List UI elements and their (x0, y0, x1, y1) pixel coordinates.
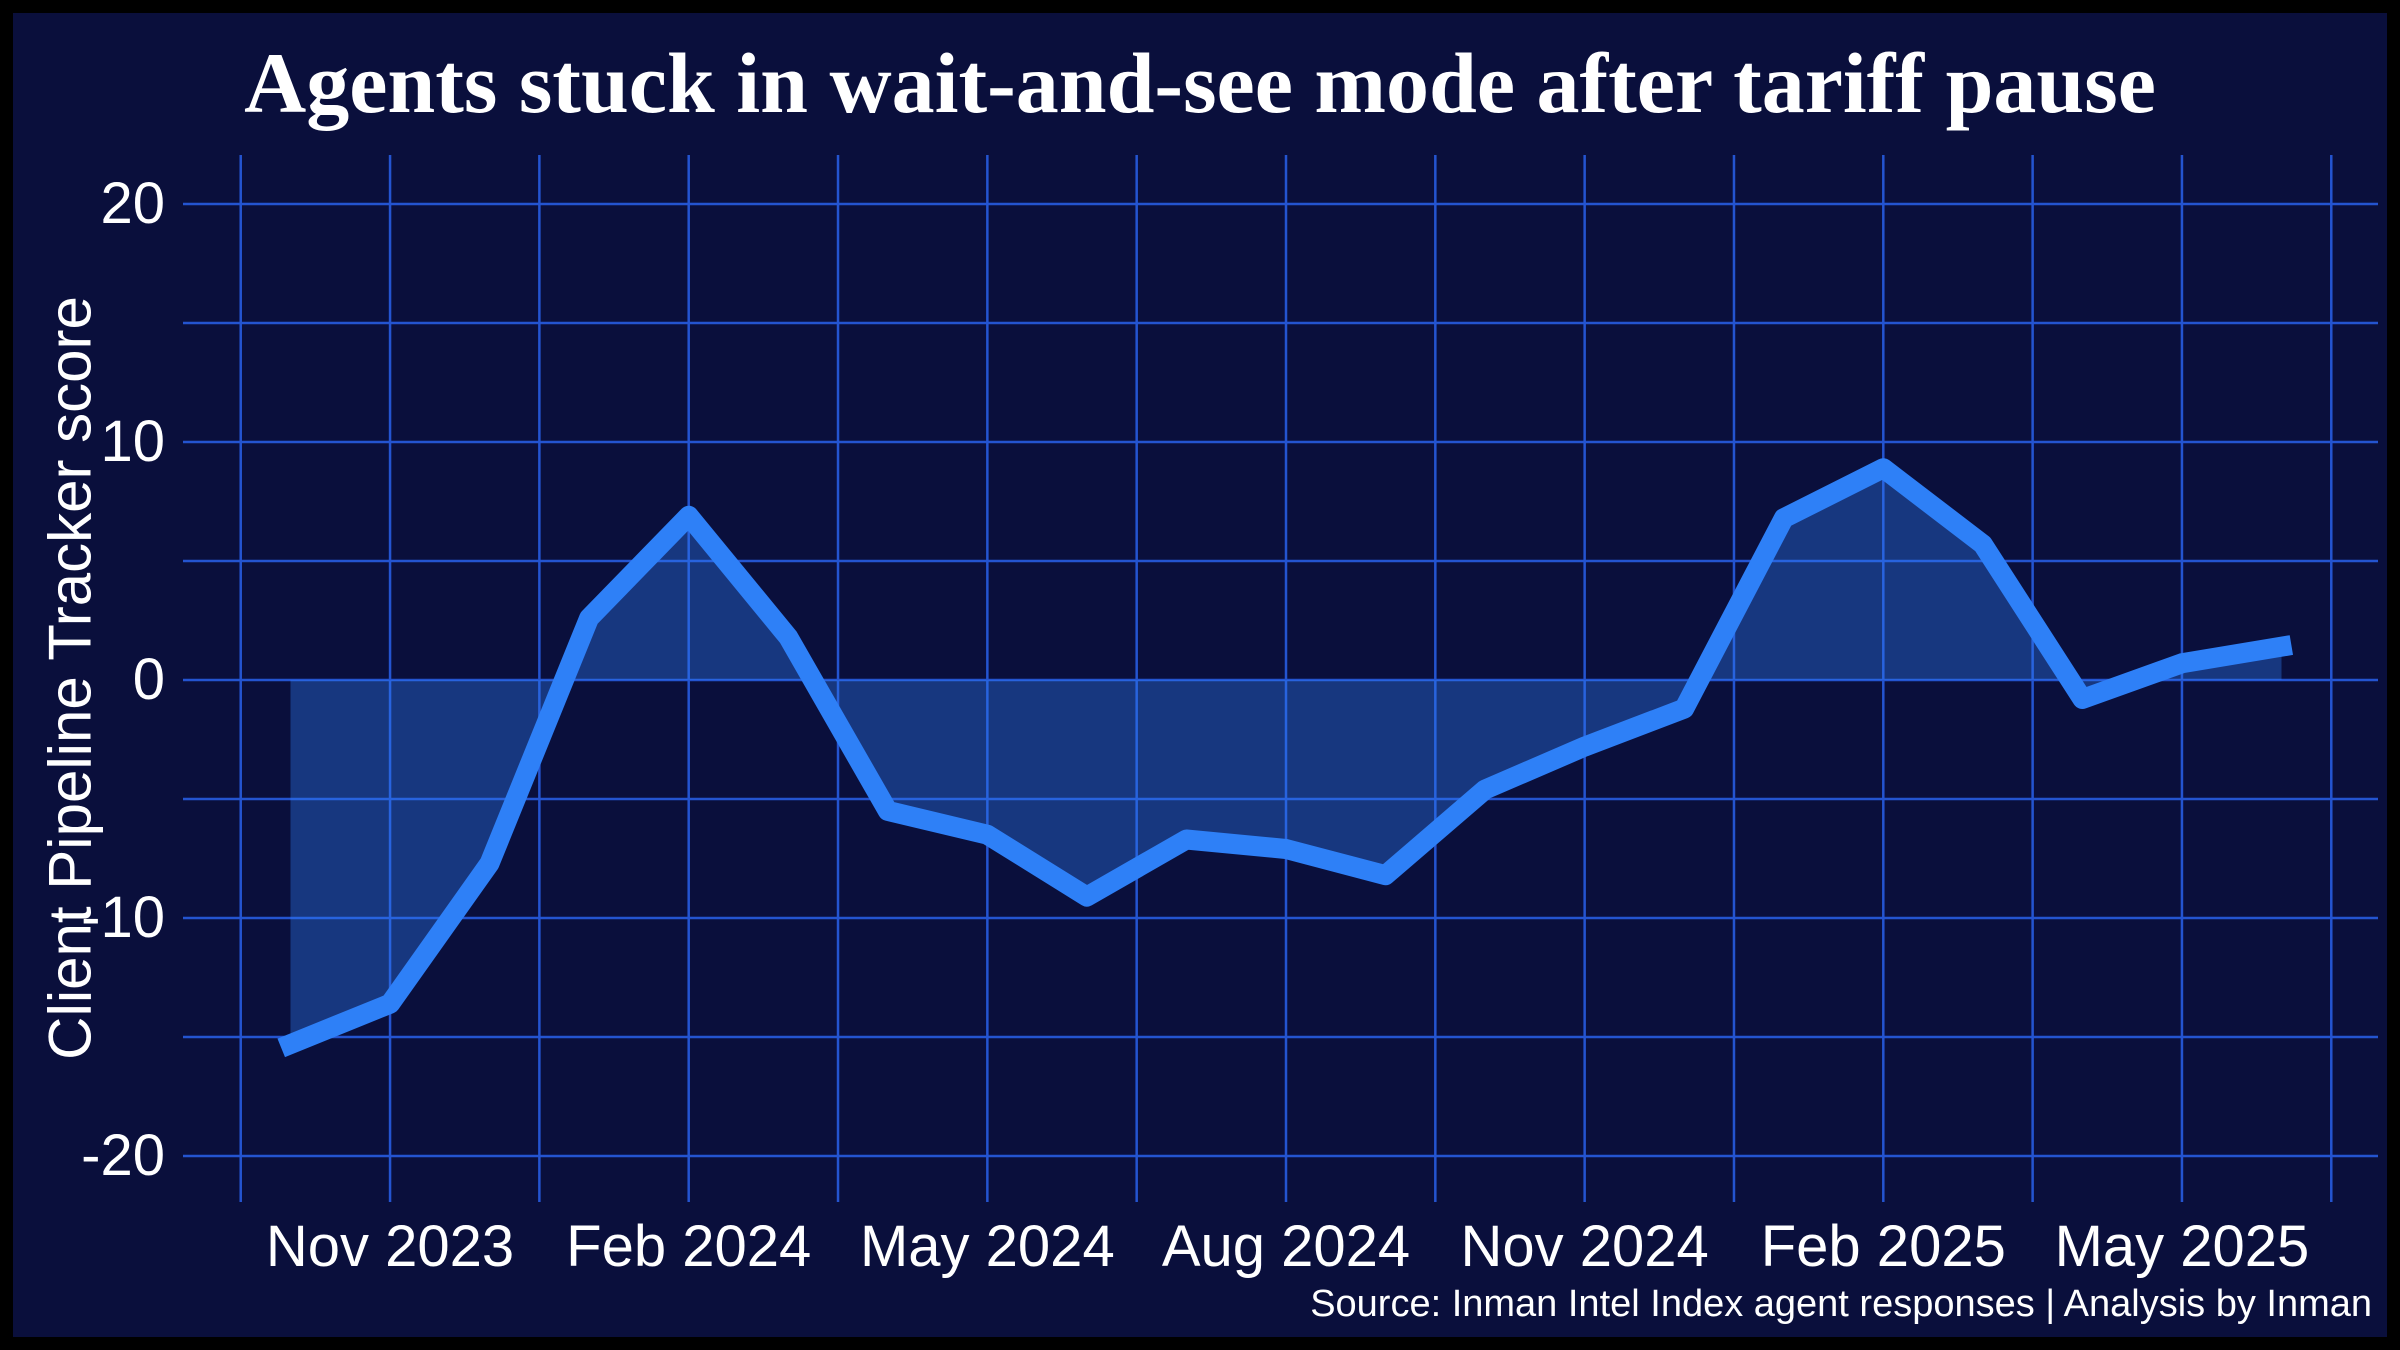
x-tick-label: May 2025 (2054, 1214, 2310, 1279)
chart-title: Agents stuck in wait-and-see mode after … (244, 35, 2156, 131)
trend-line (277, 458, 2294, 1058)
x-tick-label: Aug 2024 (1161, 1214, 1411, 1279)
y-tick-label: -10 (81, 885, 165, 950)
x-tick-label: May 2024 (859, 1214, 1115, 1279)
gridlines (183, 155, 2378, 1202)
y-tick-label: 0 (132, 647, 165, 712)
x-tick-label: Feb 2025 (1760, 1214, 2006, 1279)
y-tick-label: 20 (100, 171, 165, 236)
y-tick-label: 10 (100, 409, 165, 474)
x-tick-label: Nov 2023 (265, 1214, 515, 1279)
area-fill (290, 468, 2282, 1045)
x-tick-label: Nov 2024 (1460, 1214, 1709, 1279)
source-attribution: Source: Inman Intel Index agent response… (1310, 1283, 2372, 1325)
chart-background (13, 13, 2387, 1337)
x-tick-label: Feb 2024 (566, 1214, 812, 1279)
y-tick-label: -20 (81, 1123, 165, 1188)
